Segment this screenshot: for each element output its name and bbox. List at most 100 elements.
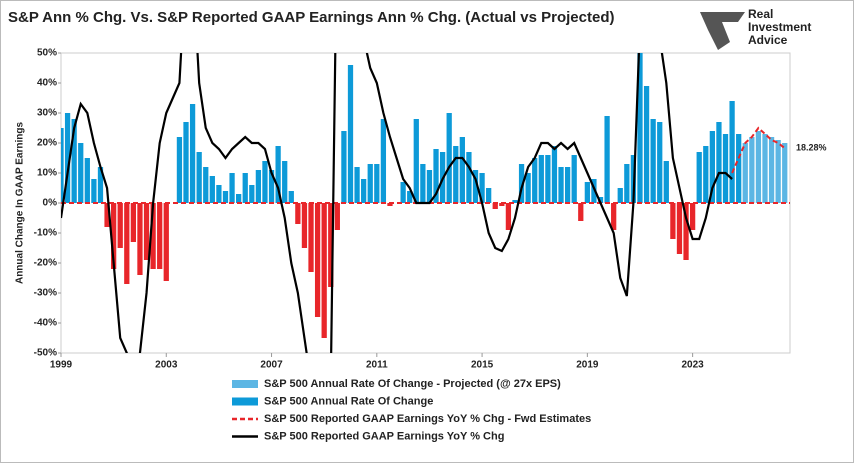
end-label: 18.28%: [796, 143, 827, 153]
bar: [380, 119, 387, 203]
bar: [407, 191, 413, 203]
bar: [505, 203, 512, 230]
bar: [755, 131, 762, 203]
y-tick-label: -20%: [34, 258, 57, 269]
bar: [367, 164, 373, 203]
bar: [453, 146, 459, 203]
bar: [361, 179, 367, 203]
bar: [545, 155, 551, 203]
bar: [97, 167, 104, 203]
bar: [387, 203, 393, 206]
bar: [611, 203, 617, 230]
y-tick-label: 30%: [37, 108, 57, 119]
bar: [479, 173, 485, 203]
bar: [203, 167, 209, 203]
bar: [124, 203, 130, 284]
bar: [117, 203, 123, 248]
legend-label: S&P 500 Reported GAAP Earnings YoY % Chg: [264, 430, 504, 442]
bar: [347, 65, 354, 203]
bar: [696, 152, 702, 203]
bar: [604, 116, 610, 203]
bar: [637, 53, 643, 203]
line: [61, 53, 733, 353]
bar: [222, 191, 229, 203]
bar: [71, 119, 77, 203]
bar: [768, 137, 775, 203]
x-tick-label: 2015: [471, 360, 494, 371]
x-tick-label: 2011: [366, 360, 388, 371]
bar: [189, 104, 196, 203]
bar: [663, 161, 669, 203]
bar: [242, 173, 248, 203]
bar: [255, 170, 262, 203]
bar: [722, 134, 729, 203]
bar: [446, 113, 452, 203]
bar: [91, 179, 97, 203]
bar: [341, 131, 347, 203]
bar: [670, 203, 676, 239]
bar: [736, 134, 742, 203]
y-tick-label: -30%: [34, 288, 57, 299]
bar: [163, 203, 169, 281]
bar: [729, 101, 735, 203]
bar: [328, 203, 334, 287]
bar: [584, 182, 590, 203]
bar: [374, 164, 380, 203]
bar: [709, 131, 715, 203]
bar: [321, 203, 327, 338]
logo-icon: [700, 12, 745, 50]
bar: [643, 86, 650, 203]
bar: [262, 161, 268, 203]
bar: [157, 203, 163, 269]
bar: [426, 170, 433, 203]
bar: [472, 170, 479, 203]
bar: [571, 155, 577, 203]
bar: [433, 149, 439, 203]
bar: [512, 200, 518, 203]
plot: [61, 53, 790, 353]
bar: [525, 173, 531, 203]
legend-swatch: [232, 380, 258, 388]
bar: [229, 173, 235, 203]
bar: [650, 119, 656, 203]
bar: [275, 146, 281, 203]
x-tick-label: 1999: [50, 360, 73, 371]
bar: [749, 137, 755, 203]
bar: [578, 203, 584, 221]
bar: [466, 152, 472, 203]
bar: [716, 122, 722, 203]
y-tick-label: -40%: [34, 318, 57, 329]
chart-title: S&P Ann % Chg. Vs. S&P Reported GAAP Ear…: [8, 9, 615, 26]
bar: [61, 128, 64, 203]
bar: [314, 203, 321, 317]
bar: [334, 203, 340, 230]
bar: [420, 164, 426, 203]
bar: [558, 167, 564, 203]
bar: [551, 146, 558, 203]
bar: [78, 143, 84, 203]
bar: [64, 113, 71, 203]
bar: [137, 203, 143, 275]
bar: [104, 203, 110, 227]
bar: [492, 203, 498, 209]
bar: [742, 143, 748, 203]
bar: [518, 164, 525, 203]
legend-swatch: [232, 397, 258, 406]
y-tick-label: 20%: [37, 138, 57, 149]
logo: Real Investment Advice: [700, 7, 811, 50]
bar: [624, 164, 630, 203]
bar: [183, 122, 189, 203]
bar: [538, 155, 544, 203]
bar: [130, 203, 137, 242]
logo-text: Real: [748, 7, 773, 21]
bar: [591, 179, 597, 203]
bar: [676, 203, 683, 254]
bar: [762, 134, 768, 203]
bar: [308, 203, 314, 272]
bar: [295, 203, 301, 224]
bar: [564, 167, 571, 203]
y-tick-label: 10%: [37, 168, 57, 179]
bar: [216, 185, 222, 203]
legend-label: S&P 500 Annual Rate Of Change: [264, 395, 433, 407]
